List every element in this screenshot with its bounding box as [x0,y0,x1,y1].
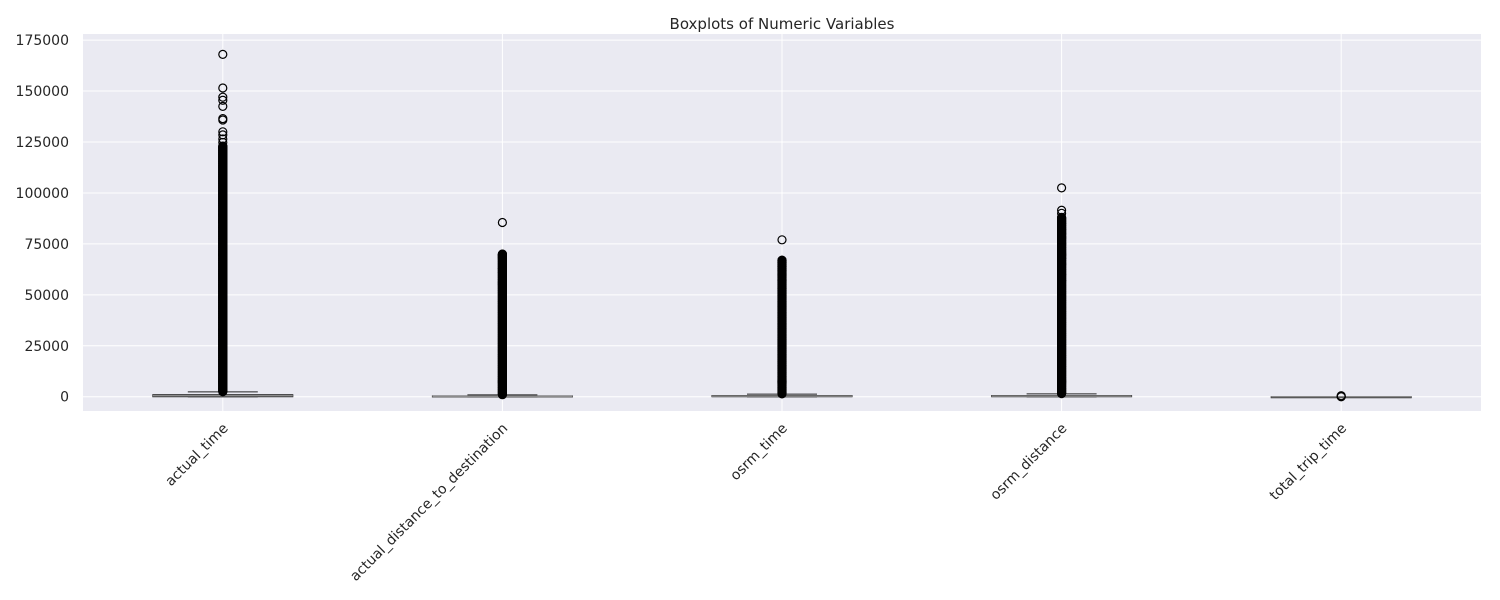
outlier-point [1056,253,1067,263]
outlier-point [218,137,228,148]
outlier-point [497,263,507,273]
outlier-point [218,83,228,93]
outlier-point [1056,218,1067,229]
outlier-point [1056,275,1067,286]
outlier-point [497,253,507,263]
outlier-point [777,235,787,245]
x-tick-label: actual_time [163,421,232,490]
box-group [991,183,1133,399]
y-tick-label: 150000 [16,84,69,100]
outlier-point [1056,208,1067,218]
outlier-point [497,280,507,290]
outlier-point [218,222,228,233]
x-tick-label: actual_distance_to_destination [347,421,511,585]
outlier-point [218,115,228,125]
outlier-point [218,217,228,227]
outlier-point [218,95,228,105]
outlier-point [777,265,787,275]
box-group [152,49,294,398]
outlier-point [218,49,228,59]
outlier-point [218,101,228,111]
y-tick-label: 75000 [24,237,69,253]
outlier-point [1056,269,1067,280]
outlier-point [777,284,787,294]
boxplot-series [152,49,1412,402]
outlier-point [218,127,228,137]
outlier-point [218,141,228,151]
x-tick-label: total_trip_time [1267,421,1350,504]
x-tick-label: osrm_distance [987,421,1070,504]
outlier-point [1336,391,1346,401]
y-tick-label: 0 [60,390,69,406]
box-group [1270,391,1412,402]
box-group [711,235,853,399]
outlier-point [1056,229,1067,239]
y-tick-label: 25000 [24,339,69,355]
outlier-point [218,92,228,102]
y-tick-label: 50000 [24,288,69,304]
outlier-point [1056,233,1067,243]
outlier-point [1056,259,1067,269]
outlier-point [1056,212,1067,223]
chart-title: Boxplots of Numeric Variables [670,15,895,33]
y-tick-label: 125000 [16,135,69,151]
x-tick-label: osrm_time [727,421,790,484]
outlier-point [218,324,228,335]
outlier-point [777,269,787,280]
outlier-point [1056,239,1067,249]
x-axis-tick-labels: actual_time actual_distance_to_destinatio… [163,421,1351,585]
outlier-point [218,134,228,144]
y-tick-label: 100000 [16,186,69,202]
outlier-point [1056,205,1067,215]
y-axis-tick-labels: 0 25000 50000 75000 100000 125000 150000 175000 [16,33,69,406]
box-group [431,217,573,400]
outlier-point [497,267,507,278]
outlier-point [497,217,507,228]
outlier-point [1056,183,1067,193]
y-tick-label: 175000 [16,33,69,49]
